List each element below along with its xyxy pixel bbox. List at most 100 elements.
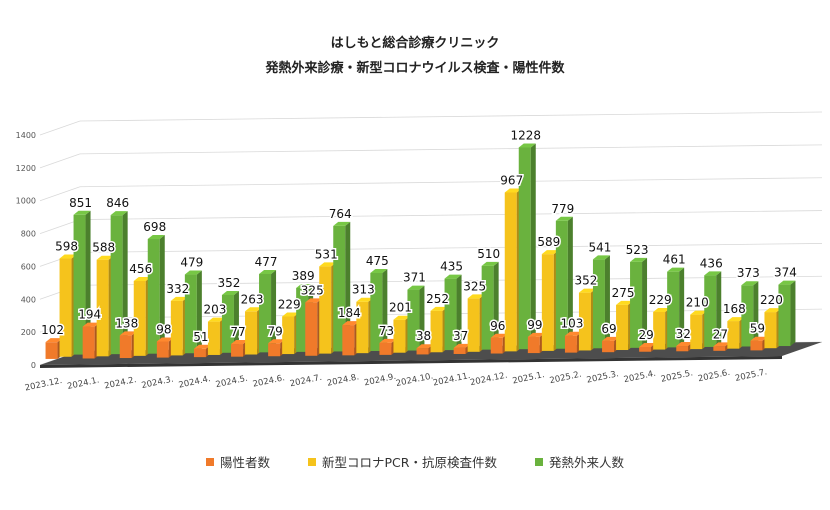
data-label: 32 — [676, 327, 691, 341]
bar-front — [193, 348, 206, 358]
chart-floor-edge — [40, 356, 782, 368]
x-tick-label: 2024.6. — [252, 373, 286, 390]
data-label: 102 — [41, 323, 64, 337]
chart-title: 発熱外来診療・新型コロナウイルス検査・陽性件数 — [265, 61, 565, 76]
data-label: 69 — [601, 322, 616, 336]
bar-side — [567, 216, 573, 349]
bar-front — [667, 271, 680, 348]
bar-side — [790, 280, 796, 347]
legend-item-visits: 発熱外来人数 — [534, 452, 624, 471]
x-tick-label: 2024.8. — [326, 372, 360, 389]
data-label: 229 — [649, 293, 672, 307]
bar-front — [119, 335, 132, 359]
bar-front — [527, 336, 540, 354]
data-label: 203 — [203, 303, 226, 317]
bar-front — [184, 274, 197, 354]
bar-front — [73, 214, 86, 355]
x-tick-label: 2024.11. — [432, 371, 471, 389]
data-label: 779 — [551, 202, 574, 216]
x-tick-label: 2024.1. — [66, 375, 100, 392]
bar-top — [156, 337, 174, 342]
bar-top — [764, 308, 782, 313]
bar-top — [481, 261, 499, 266]
bar-top — [490, 333, 508, 338]
x-tick-label: 2025.4. — [623, 369, 657, 386]
data-label: 79 — [268, 324, 283, 338]
bar-top — [119, 331, 137, 336]
gridline-side — [39, 186, 81, 202]
data-label: 29 — [639, 328, 654, 342]
data-label: 38 — [416, 329, 431, 343]
data-label: 184 — [338, 306, 361, 320]
bar-front — [778, 284, 791, 347]
bar-top — [430, 306, 448, 311]
legend-item-positive: 陽性者数 — [206, 452, 270, 471]
x-tick-label: 2025.5. — [660, 368, 694, 385]
data-label: 436 — [700, 256, 723, 270]
bar-top — [268, 339, 286, 344]
bar-front — [245, 311, 258, 355]
bar-front — [639, 346, 652, 352]
bar-top — [282, 312, 300, 317]
bar-top — [370, 268, 388, 273]
bar-top — [96, 255, 114, 260]
data-label: 103 — [560, 317, 583, 331]
bar-visits — [333, 221, 351, 352]
bar-visits — [73, 210, 91, 355]
data-label: 194 — [78, 308, 101, 322]
bar-side — [493, 261, 499, 350]
bar-front — [764, 312, 777, 349]
data-label: 435 — [440, 260, 463, 274]
x-tick-label: 2024.3. — [141, 375, 175, 392]
x-tick-label: 2025.3. — [586, 369, 620, 386]
bar-front — [616, 304, 629, 351]
bar-side — [159, 235, 165, 354]
data-label: 332 — [166, 282, 189, 296]
data-label: 352 — [217, 276, 240, 290]
data-label: 96 — [490, 319, 505, 333]
bar-front — [690, 314, 703, 350]
bar-front — [147, 239, 160, 354]
data-label: 967 — [500, 173, 523, 187]
x-tick-label: 2025.1. — [512, 370, 546, 387]
bar-front — [518, 147, 531, 350]
gridline — [79, 210, 823, 220]
data-label: 479 — [180, 256, 203, 270]
bar-visits — [444, 274, 462, 351]
data-label: 598 — [55, 240, 78, 254]
data-label: 764 — [329, 207, 352, 221]
bar-visits — [221, 290, 239, 353]
bar-top — [564, 331, 582, 336]
data-label: 77 — [230, 325, 245, 339]
bar-side — [382, 268, 388, 351]
bar-top — [245, 307, 263, 312]
legend-swatch-positive — [206, 457, 214, 466]
bar-front — [444, 278, 457, 351]
x-tick-label: 2025.6. — [697, 368, 731, 385]
data-label: 698 — [143, 220, 166, 234]
bar-front — [305, 302, 318, 356]
y-tick-label: 1200 — [16, 164, 36, 173]
bar-top — [342, 321, 360, 326]
bar-top — [639, 342, 657, 347]
chart-title-clinic: はしもと総合診療クリニック — [330, 36, 500, 51]
bar-top — [750, 336, 768, 341]
bar-side — [122, 211, 128, 355]
y-tick-label: 600 — [21, 262, 36, 271]
bar-top — [416, 344, 434, 349]
data-label: 138 — [115, 316, 138, 330]
gridline-side — [39, 153, 81, 169]
data-label: 220 — [760, 293, 783, 307]
bar-front — [676, 346, 689, 352]
bar-front — [268, 343, 281, 357]
bar-top — [453, 343, 471, 348]
bar-top — [221, 290, 239, 295]
bar-top — [741, 281, 759, 286]
data-label: 1228 — [510, 128, 541, 142]
bar-top — [231, 340, 249, 345]
bar-top — [133, 276, 151, 281]
bar-visits — [667, 267, 685, 348]
bar-visits — [259, 269, 277, 353]
x-tick-label: 2025.7. — [734, 367, 768, 384]
